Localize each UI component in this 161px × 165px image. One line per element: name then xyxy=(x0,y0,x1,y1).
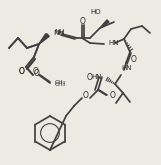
Text: HO: HO xyxy=(90,9,101,15)
Polygon shape xyxy=(39,34,49,44)
Text: O: O xyxy=(19,66,25,76)
Text: CH₃: CH₃ xyxy=(55,81,66,85)
Text: O: O xyxy=(80,16,86,26)
Text: O: O xyxy=(131,54,137,64)
Polygon shape xyxy=(39,34,48,44)
Text: CH₃: CH₃ xyxy=(55,82,66,86)
Text: O: O xyxy=(110,90,116,99)
Text: NH: NH xyxy=(54,29,65,35)
Text: O: O xyxy=(19,67,25,77)
Text: HN: HN xyxy=(121,65,132,71)
Text: HN: HN xyxy=(108,40,118,46)
Text: NH: NH xyxy=(53,30,64,36)
Text: O: O xyxy=(34,68,40,78)
Text: O: O xyxy=(87,72,93,82)
Polygon shape xyxy=(100,20,109,28)
Text: O: O xyxy=(33,67,39,77)
Text: O: O xyxy=(83,92,89,100)
Text: HN: HN xyxy=(91,74,102,80)
